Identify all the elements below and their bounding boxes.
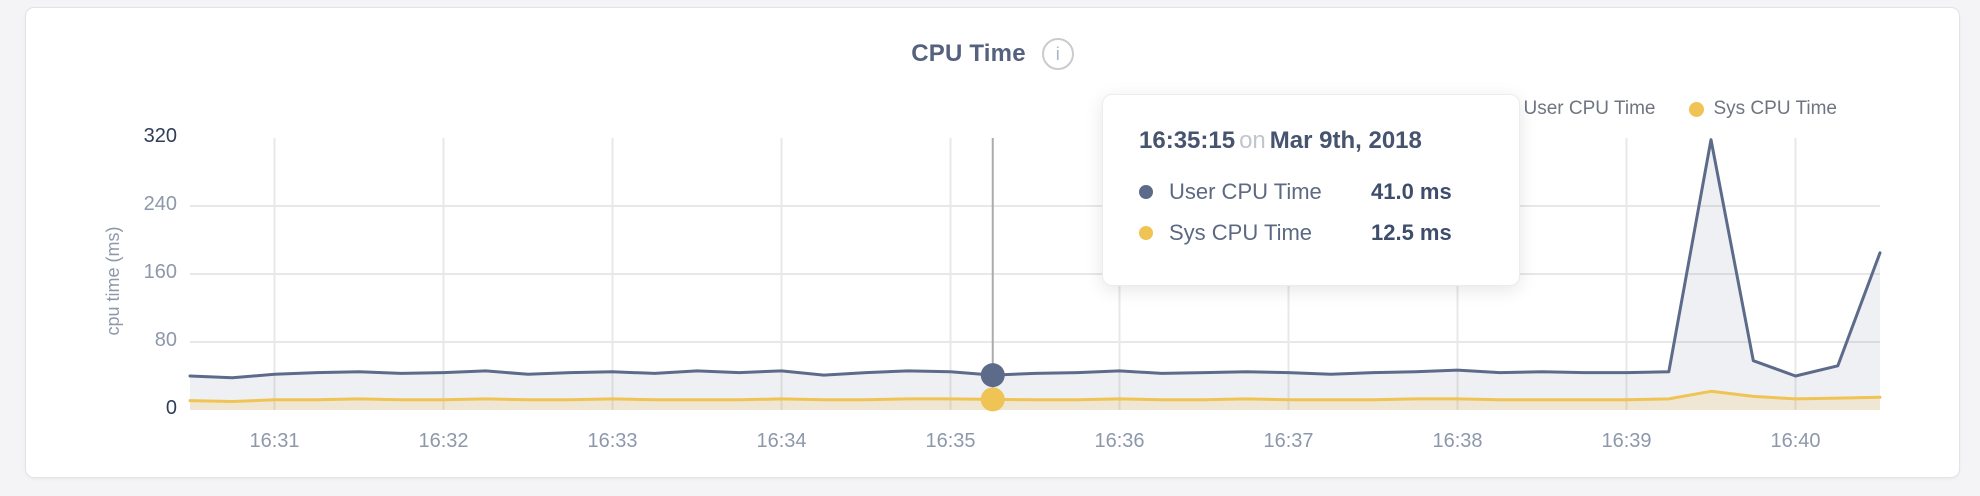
tooltip-date: Mar 9th, 2018 (1269, 127, 1422, 154)
tooltip-label-sys: Sys CPU Time (1169, 219, 1313, 245)
legend-dot-sys-icon (1689, 101, 1705, 117)
hover-point-marker (980, 387, 1005, 412)
legend-label-user: User CPU Time (1523, 98, 1656, 119)
chart-title: CPU Time (911, 40, 1026, 67)
series-area-fill (190, 139, 1880, 410)
hover-point-marker (980, 363, 1005, 388)
info-icon[interactable]: i (1041, 38, 1074, 70)
tooltip-label-user: User CPU Time (1169, 178, 1322, 204)
hover-tooltip: 16:35:15 on Mar 9th, 2018 User CPU Time 41… (1102, 94, 1520, 286)
tooltip-dot-sys-icon (1139, 225, 1153, 240)
tooltip-header: 16:35:15 on Mar 9th, 2018 (1139, 127, 1485, 155)
tooltip-row-sys: Sys CPU Time 12.5 ms (1139, 212, 1485, 253)
legend-item-sys[interactable]: Sys CPU Time (1689, 98, 1837, 120)
tooltip-dot-user-icon (1139, 184, 1153, 199)
tooltip-value-user: 41.0 ms (1371, 178, 1452, 204)
legend-item-user[interactable]: User CPU Time (1499, 98, 1656, 120)
series-line (188, 389, 1882, 403)
tooltip-row-user: User CPU Time 41.0 ms (1139, 171, 1485, 212)
chart-header: CPU Time i (26, 38, 1959, 70)
legend: User CPU Time Sys CPU Time (1499, 98, 1837, 120)
tooltip-value-sys: 12.5 ms (1371, 219, 1452, 245)
tooltip-on-word: on (1239, 127, 1266, 154)
series-line (188, 138, 1882, 380)
tooltip-time: 16:35:15 (1139, 127, 1236, 154)
legend-label-sys: Sys CPU Time (1713, 98, 1837, 119)
